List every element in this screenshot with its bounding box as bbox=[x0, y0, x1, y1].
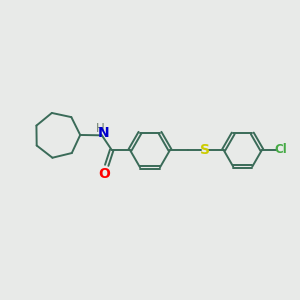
Text: H: H bbox=[96, 122, 104, 135]
Text: S: S bbox=[200, 143, 210, 157]
Text: O: O bbox=[99, 167, 111, 181]
Text: N: N bbox=[98, 126, 110, 140]
Text: Cl: Cl bbox=[274, 143, 287, 157]
